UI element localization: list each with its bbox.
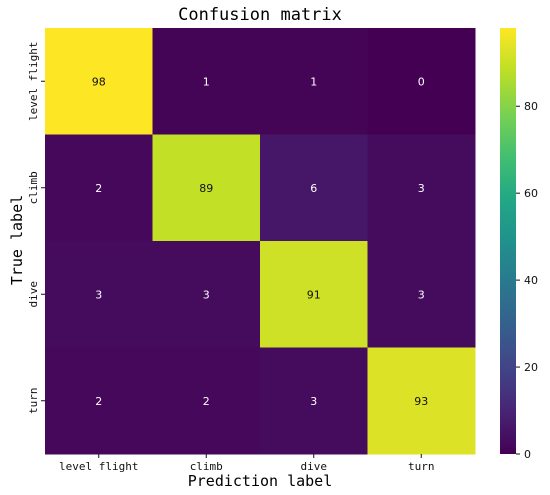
y-axis-ticks: level flight climb dive turn	[27, 42, 45, 414]
y-tick-label: level flight	[27, 42, 40, 121]
cell-value-label: 3	[203, 288, 210, 301]
heatmap-cell	[45, 134, 153, 242]
colorbar	[500, 28, 516, 454]
colorbar-ticks: 0 20 40 60 80	[516, 100, 538, 461]
heatmap-cell	[367, 347, 476, 455]
x-tick-label: level flight	[59, 460, 138, 473]
cell-value-label: 89	[199, 182, 213, 195]
colorbar-tick-label: 40	[524, 274, 538, 287]
cell-value-label: 0	[418, 75, 425, 88]
cell-value-label: 3	[418, 182, 425, 195]
y-axis-label: True label	[8, 195, 26, 285]
cell-value-label: 6	[310, 182, 317, 195]
colorbar-tick-label: 20	[524, 361, 538, 374]
y-tick-label: dive	[27, 281, 40, 308]
heatmap-cell	[260, 28, 368, 135]
cell-value-label: 91	[307, 288, 321, 301]
cell-value-label: 1	[203, 75, 210, 88]
colorbar-tick-label: 0	[524, 448, 531, 461]
heatmap-cell	[45, 241, 153, 348]
colorbar-tick-label: 60	[524, 187, 538, 200]
heatmap-cell	[152, 241, 261, 348]
heatmap-cell	[45, 28, 153, 135]
heatmap-grid: 98 1 1 0 2 89 6 3 3 3 91 3 2 2 3 93	[45, 28, 476, 455]
heatmap-cell	[367, 241, 476, 348]
cell-value-label: 2	[95, 182, 102, 195]
y-tick-label: climb	[27, 171, 40, 204]
cell-value-label: 3	[310, 395, 317, 408]
cell-value-label: 1	[310, 75, 317, 88]
heatmap-cell	[367, 28, 476, 135]
x-tick-label: turn	[408, 460, 435, 473]
cell-value-label: 2	[203, 395, 210, 408]
cell-value-label: 98	[92, 75, 106, 88]
x-tick-label: climb	[190, 460, 223, 473]
heatmap-cell	[260, 134, 368, 242]
heatmap-cell	[152, 347, 261, 455]
cell-value-label: 3	[418, 288, 425, 301]
x-tick-label: dive	[301, 460, 328, 473]
colorbar-tick-label: 80	[524, 100, 538, 113]
heatmap-cell	[260, 241, 368, 348]
x-axis-label: Prediction label	[188, 472, 333, 490]
heatmap-cell	[152, 134, 261, 242]
chart-title: Confusion matrix	[178, 5, 342, 25]
heatmap-cell	[367, 134, 476, 242]
cell-value-label: 3	[95, 288, 102, 301]
cell-value-label: 2	[95, 395, 102, 408]
x-axis-ticks: level flight climb dive turn	[59, 454, 435, 473]
heatmap-cell	[260, 347, 368, 455]
cell-value-label: 93	[414, 395, 428, 408]
heatmap-cell	[152, 28, 261, 135]
y-tick-label: turn	[27, 388, 40, 415]
heatmap-cell	[45, 347, 153, 455]
